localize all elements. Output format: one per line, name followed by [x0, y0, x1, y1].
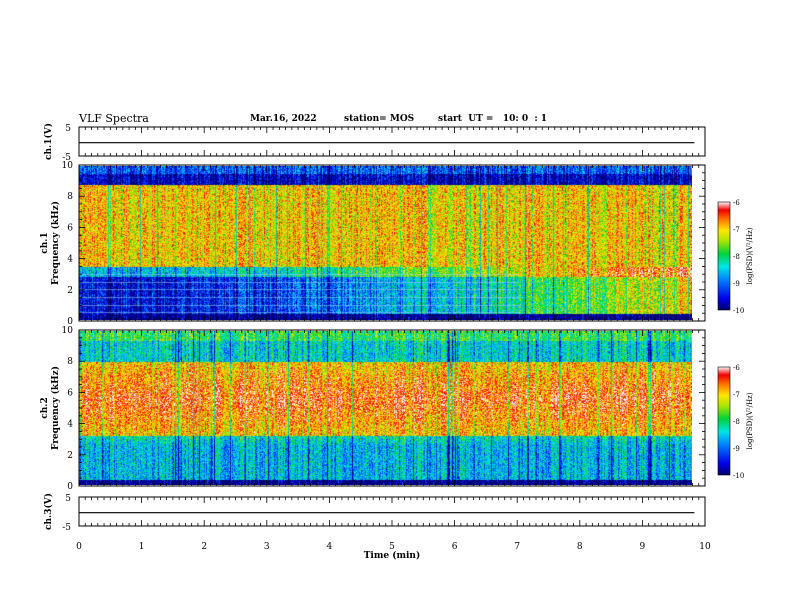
- ch1-colorbar-frame: [717, 201, 731, 311]
- colorbar-tick-label: -6: [733, 199, 740, 207]
- ch2-spectrogram-ylabel-channel: ch.2: [40, 397, 50, 418]
- ch2-spectrogram-image: [79, 331, 692, 485]
- y-tick-label: 0: [67, 317, 73, 327]
- ch1-spectrogram-image: [79, 166, 692, 320]
- x-tick-label: 5: [389, 542, 395, 552]
- ch1-colorbar-label: log(PSD)(V²/Hz): [746, 227, 754, 284]
- x-tick-label: 8: [577, 542, 583, 552]
- ch1-colorbar: [718, 202, 730, 310]
- axis-ticks: [78, 127, 706, 526]
- ch1-spectrogram-ylabel: Frequency (kHz): [50, 201, 61, 285]
- y-tick-label: 2: [67, 451, 73, 461]
- y-tick-label: 0: [67, 482, 73, 492]
- colorbar-tick-label: -6: [733, 364, 740, 372]
- x-tick-label: 10: [699, 542, 711, 552]
- x-tick-label: 9: [640, 542, 646, 552]
- date-label: Mar.16, 2022: [250, 114, 317, 124]
- x-tick-label: 7: [514, 542, 520, 552]
- y-tick-label: 5: [65, 124, 71, 134]
- y-tick-label: -5: [62, 523, 71, 533]
- colorbar-tick-label: -9: [733, 280, 740, 288]
- x-axis-label: Time (min): [364, 550, 421, 561]
- y-tick-label: 4: [67, 255, 73, 265]
- start-time-label: start UT = 10: 0 : 1: [438, 114, 548, 124]
- y-tick-label: 8: [67, 192, 73, 202]
- ch2-colorbar: [718, 367, 730, 475]
- y-tick-label: 6: [67, 388, 73, 398]
- x-tick-label: 1: [139, 542, 145, 552]
- y-tick-label: 5: [65, 494, 71, 504]
- ch2-colorbar-label: log(PSD)(V²/Hz): [746, 392, 754, 449]
- ch1-waveform-ylabel: ch.1(V): [43, 123, 54, 160]
- x-tick-label: 6: [452, 542, 458, 552]
- ch2-colorbar-frame: [717, 366, 731, 476]
- y-tick-label: 4: [67, 420, 73, 430]
- colorbar-tick-label: -8: [733, 418, 740, 426]
- y-tick-label: 2: [67, 286, 73, 296]
- x-tick-label: 2: [201, 542, 207, 552]
- x-tick-label: 0: [76, 542, 82, 552]
- y-tick-label: 10: [62, 161, 74, 171]
- colorbar-tick-label: -10: [733, 472, 744, 480]
- plot-title: VLF Spectra: [79, 112, 149, 125]
- colorbar-tick-label: -7: [733, 391, 740, 399]
- x-tick-label: 3: [264, 542, 270, 552]
- y-tick-label: -5: [62, 153, 71, 163]
- station-label: station= MOS: [344, 114, 415, 124]
- colorbar-tick-label: -8: [733, 253, 740, 261]
- y-tick-label: 6: [67, 223, 73, 233]
- ch3-waveform-ylabel: ch.3(V): [43, 493, 54, 530]
- colorbar-tick-label: -10: [733, 307, 744, 315]
- y-tick-label: 8: [67, 357, 73, 367]
- x-tick-label: 4: [327, 542, 333, 552]
- colorbar-tick-label: -7: [733, 226, 740, 234]
- colorbar-tick-label: -9: [733, 445, 740, 453]
- ch1-spectrogram-ylabel-channel: ch.1: [40, 232, 50, 253]
- ch2-spectrogram-ylabel: Frequency (kHz): [50, 366, 61, 450]
- y-tick-label: 10: [62, 326, 74, 336]
